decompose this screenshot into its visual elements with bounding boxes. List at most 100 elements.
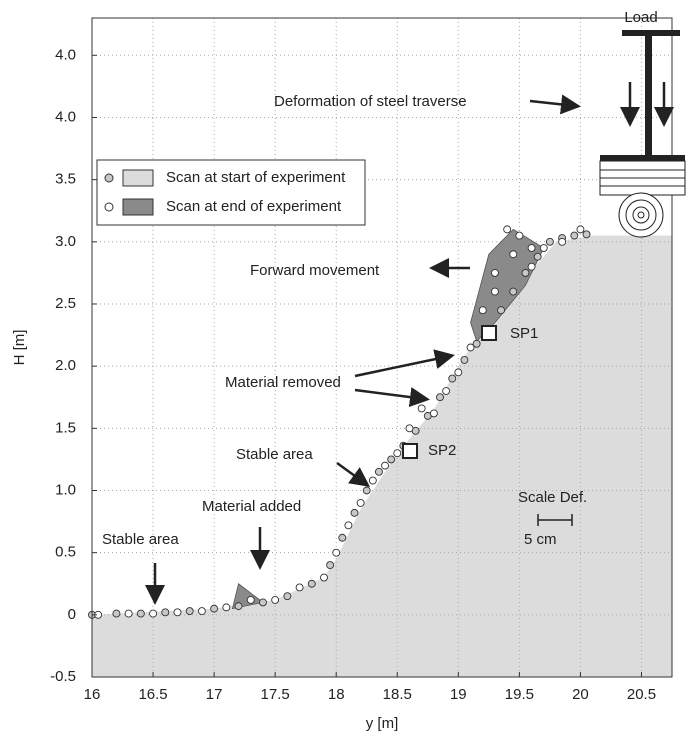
y-tick-label: -0.5 bbox=[50, 668, 76, 685]
scan-point bbox=[368, 476, 377, 485]
x-tick-label: 20 bbox=[572, 686, 589, 703]
y-axis-label: H [m] bbox=[11, 330, 28, 366]
scan-point bbox=[509, 250, 518, 259]
x-tick-label: 19 bbox=[450, 686, 467, 703]
scan-point bbox=[393, 449, 402, 458]
annotation: Material removed bbox=[225, 374, 341, 391]
scan-point bbox=[374, 467, 383, 476]
scan-point bbox=[503, 225, 512, 234]
scan-point bbox=[533, 252, 542, 261]
legend-swatch bbox=[122, 198, 154, 216]
scan-point bbox=[222, 603, 231, 612]
annotation: Load bbox=[624, 9, 657, 26]
annotation: 5 cm bbox=[524, 531, 557, 548]
scan-point bbox=[350, 508, 359, 517]
x-tick-label: 16 bbox=[84, 686, 101, 703]
annotation: Forward movement bbox=[250, 262, 380, 279]
legend: Scan at start of experiment Scan at end o… bbox=[96, 159, 366, 226]
load-apparatus bbox=[599, 30, 686, 238]
scan-point bbox=[185, 607, 194, 616]
scan-point bbox=[576, 225, 585, 234]
x-tick-label: 16.5 bbox=[138, 686, 167, 703]
y-tick-label: 4.0 bbox=[55, 108, 76, 125]
scan-point bbox=[558, 237, 567, 246]
x-tick-label: 19.5 bbox=[505, 686, 534, 703]
sample-points bbox=[402, 325, 497, 459]
area bbox=[231, 583, 264, 610]
scan-point bbox=[307, 579, 316, 588]
scan-point bbox=[429, 409, 438, 418]
scan-point bbox=[246, 595, 255, 604]
scan-point bbox=[136, 609, 145, 618]
y-tick-label: 2.0 bbox=[55, 357, 76, 374]
scan-point bbox=[490, 268, 499, 277]
scan-point bbox=[197, 607, 206, 616]
scan-point bbox=[527, 262, 536, 271]
scan-point bbox=[112, 609, 121, 618]
x-axis-label: y [m] bbox=[366, 715, 399, 732]
area bbox=[92, 235, 672, 677]
x-tick-label: 20.5 bbox=[627, 686, 656, 703]
scan-point bbox=[570, 231, 579, 240]
scan-point bbox=[124, 609, 133, 618]
annotation: Material added bbox=[202, 498, 301, 515]
scan-point bbox=[582, 230, 591, 239]
scan-point bbox=[362, 486, 371, 495]
scan-point bbox=[271, 595, 280, 604]
arrows bbox=[145, 82, 674, 605]
scan-point bbox=[472, 339, 481, 348]
scan-point bbox=[295, 583, 304, 592]
annotation: Scale Def. bbox=[518, 489, 587, 506]
scan-point bbox=[173, 608, 182, 617]
y-tick-label: 3.5 bbox=[55, 171, 76, 188]
scan-point bbox=[210, 604, 219, 613]
scan-point bbox=[234, 602, 243, 611]
scan-point bbox=[521, 268, 530, 277]
legend-marker bbox=[104, 202, 114, 212]
scan-point bbox=[381, 461, 390, 470]
annotation: Stable area bbox=[102, 531, 179, 548]
scan-point bbox=[405, 424, 414, 433]
scan-point bbox=[466, 343, 475, 352]
legend-label: Scan at end of experiment bbox=[166, 198, 342, 215]
y-tick-label: 4.0 bbox=[55, 46, 76, 63]
y-tick-label: 2.5 bbox=[55, 295, 76, 312]
legend-swatch bbox=[122, 169, 154, 187]
annotation: Stable area bbox=[236, 446, 313, 463]
scan-point bbox=[326, 561, 335, 570]
plot-area bbox=[88, 17, 673, 678]
scan-point bbox=[258, 598, 267, 607]
scan-point bbox=[332, 548, 341, 557]
y-tick-label: 1.5 bbox=[55, 419, 76, 436]
scan-point bbox=[539, 244, 548, 252]
scan-point bbox=[545, 237, 554, 246]
scan-point bbox=[497, 306, 506, 315]
y-tick-label: 3.0 bbox=[55, 233, 76, 250]
annotation: Deformation of steel traverse bbox=[274, 93, 467, 110]
scan-point bbox=[454, 368, 463, 377]
scan-point bbox=[320, 573, 328, 582]
annotation: SP1 bbox=[510, 325, 538, 342]
scan-point bbox=[527, 244, 536, 252]
scan-point bbox=[448, 374, 457, 383]
x-tick-label: 17.5 bbox=[261, 686, 290, 703]
scan-point bbox=[161, 608, 170, 617]
scan-point bbox=[283, 592, 292, 601]
legend-label: Scan at start of experiment bbox=[166, 169, 346, 186]
scan-point bbox=[442, 387, 451, 395]
scan-point bbox=[515, 231, 524, 240]
scan-point bbox=[344, 521, 353, 530]
scan-point bbox=[490, 287, 499, 296]
scan-point bbox=[460, 355, 469, 364]
scan-point bbox=[478, 306, 487, 315]
scan-point bbox=[387, 455, 396, 464]
area bbox=[470, 228, 545, 343]
x-tick-label: 17 bbox=[206, 686, 223, 703]
legend-marker bbox=[104, 173, 114, 183]
y-tick-label: 1.0 bbox=[55, 481, 76, 498]
x-tick-label: 18.5 bbox=[383, 686, 412, 703]
y-tick-label: 0.5 bbox=[55, 544, 76, 561]
x-tick-label: 18 bbox=[328, 686, 345, 703]
scan-point bbox=[356, 498, 365, 507]
